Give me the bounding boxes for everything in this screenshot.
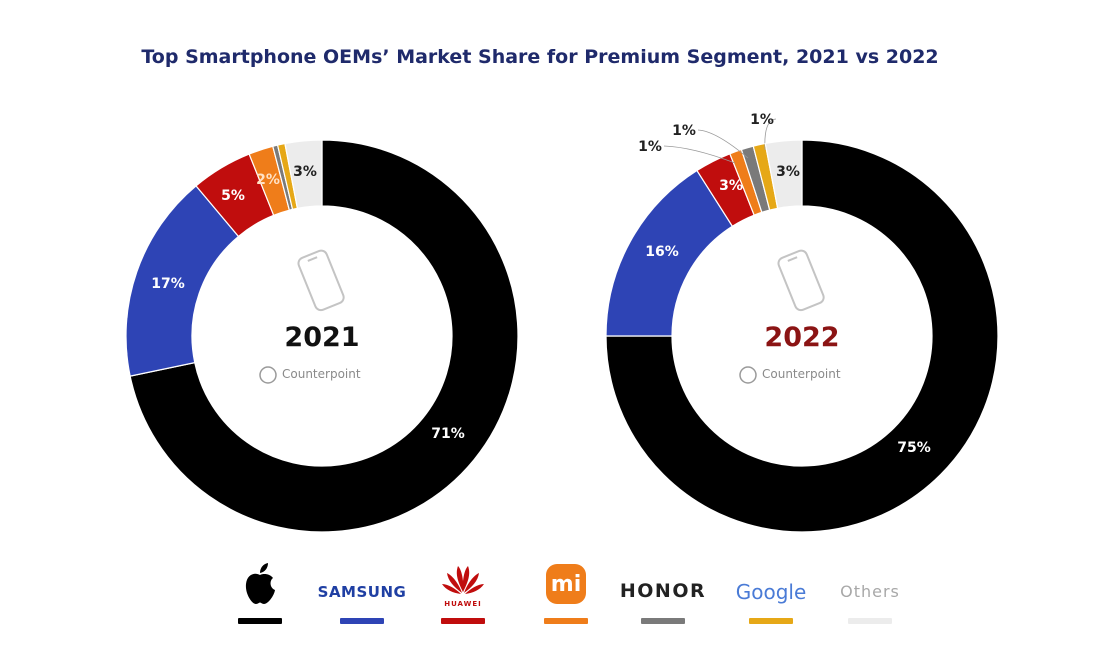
data-label-google: 1% [750,112,774,128]
counterpoint-logo-icon [739,366,757,384]
legend-swatch-honor [641,618,685,624]
legend-swatch-google [749,618,793,624]
legend-item-google: Google [716,562,826,632]
watermark-text: Counterpoint [282,367,361,381]
slice-apple [129,139,519,533]
data-label-huawei: 5% [221,188,245,204]
legend-item-xiaomi: mi [511,562,621,632]
counterpoint-watermark: Counterpoint [259,366,361,384]
callout-line-google [764,118,777,151]
data-label-honor: 1% [672,123,696,139]
data-label-apple: 71% [431,426,465,442]
data-label-samsung: 16% [645,244,679,260]
donut-2021: 71% 17% 5% 2% 3% 2021 Counterpoint [125,139,519,533]
watermark-text: Counterpoint [762,367,841,381]
data-label-xiaomi: 2% [256,172,280,188]
slice-apple [605,139,999,533]
data-label-others: 3% [776,164,800,180]
callout-line-xiaomi [663,145,736,164]
legend-item-apple [205,562,315,632]
phone-icon [297,249,345,312]
center-year-label: 2022 [764,322,839,353]
huawei-logo-icon [442,566,484,594]
legend-item-samsung: SAMSUNG [307,562,417,632]
phone-icon [777,249,825,312]
legend-item-huawei: HUAWEI [408,562,518,632]
legend-swatch-apple [238,618,282,624]
legend-item-others: Others [815,562,925,632]
center-year-label: 2021 [284,322,359,353]
data-label-apple: 75% [897,440,931,456]
legend-swatch-others [848,618,892,624]
slice-others [764,139,803,210]
xiaomi-logo-icon: mi [546,564,586,604]
legend-swatch-samsung [340,618,384,624]
legend-item-honor: HONOR [608,562,718,632]
legend-label-honor: HONOR [619,580,707,602]
data-label-huawei: 3% [719,178,743,194]
data-label-xiaomi: 1% [638,139,662,155]
donut-2022: 75% 16% 3% 1% 1% 1% 3% 2022 Counterpoint [605,112,999,533]
legend-label-samsung: SAMSUNG [317,583,407,601]
counterpoint-logo-icon [259,366,277,384]
data-label-others: 3% [293,164,317,180]
legend-swatch-huawei [441,618,485,624]
legend-label-huawei: HUAWEI [444,600,482,608]
legend-label-google: Google [735,580,807,604]
chart-title: Top Smartphone OEMs’ Market Share for Pr… [141,46,939,68]
legend-label-xiaomi: mi [550,571,582,597]
callout-line-honor [697,129,749,159]
legend-label-others: Others [840,581,900,601]
slice-others [284,139,323,210]
legend-swatch-xiaomi [544,618,588,624]
apple-logo-icon [245,563,275,604]
counterpoint-watermark: Counterpoint [739,366,841,384]
data-label-samsung: 17% [151,276,185,292]
